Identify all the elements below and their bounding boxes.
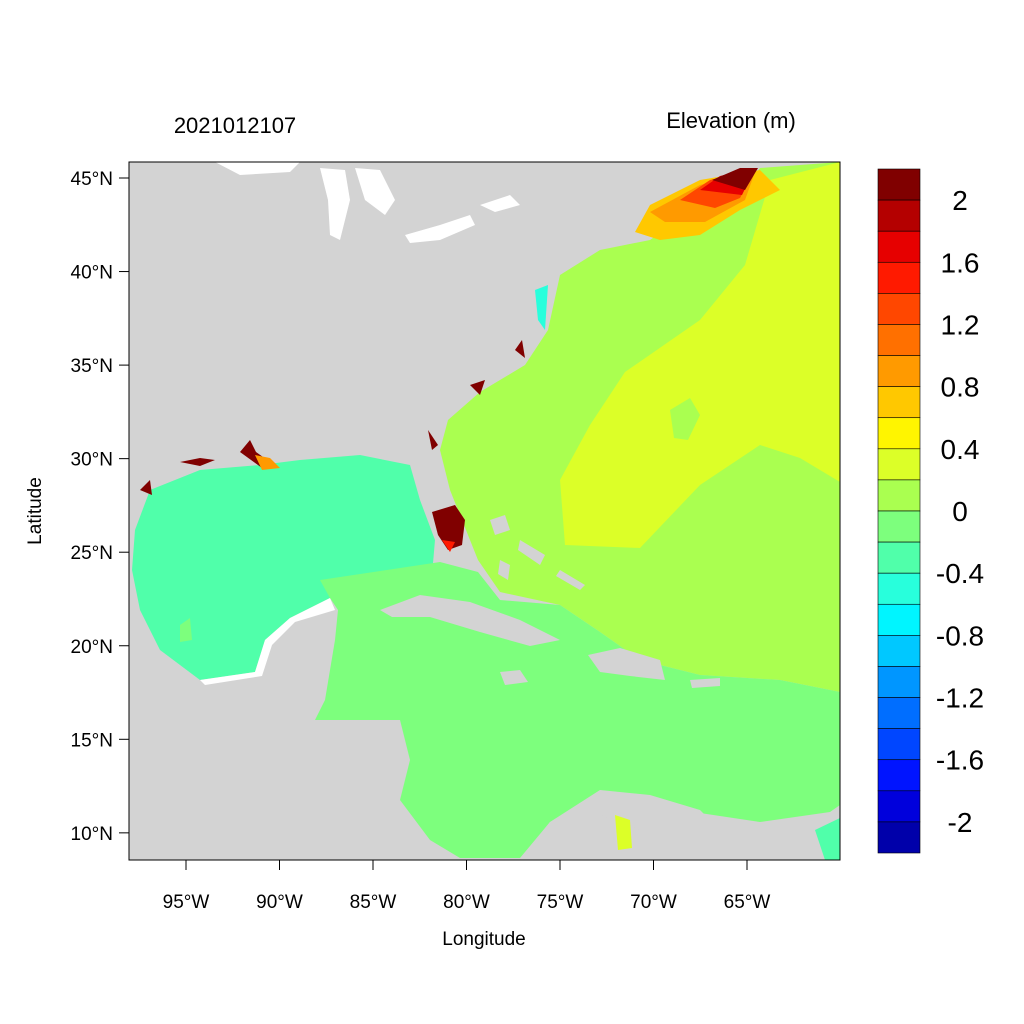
colorbar-bin (877, 510, 921, 543)
chart-title: Elevation (m) (666, 108, 796, 133)
y-tick-label: 10°N (71, 824, 113, 845)
colorbar-bin (877, 603, 921, 636)
y-tick-label: 45°N (71, 169, 113, 190)
map-area (129, 162, 840, 860)
y-tick-label: 20°N (71, 637, 113, 658)
colorbar-bin (877, 355, 921, 387)
great-lakes (215, 162, 520, 243)
colorbar-label: -0.8 (936, 620, 984, 651)
x-tick-label: 80°W (443, 892, 490, 913)
colorbar-label: 0.8 (941, 372, 980, 403)
x-tick-label: 70°W (630, 892, 677, 913)
colorbar-label: -1.2 (936, 683, 984, 714)
colorbar-label: 0 (952, 496, 968, 527)
colorbar-label: 0.4 (941, 434, 980, 465)
colorbar: 2 1.6 1.2 0.8 0.4 0 -0.4 -0.8 -1.2 -1.6 -2 (877, 168, 984, 854)
colorbar-bin (877, 479, 921, 512)
plot-frame (128, 161, 841, 861)
x-axis-label: Longitude (442, 929, 525, 950)
y-tick-label: 30°N (71, 450, 113, 471)
colorbar-bin (877, 790, 921, 823)
x-tick-label: 85°W (350, 892, 397, 913)
x-tick-label: 90°W (256, 892, 303, 913)
colorbar-bin (877, 728, 921, 761)
colorbar-bin (877, 386, 921, 419)
colorbar-bin (877, 572, 921, 605)
x-tick-label: 95°W (163, 892, 210, 913)
x-tick-label: 65°W (724, 892, 771, 913)
x-tick-label: 75°W (537, 892, 584, 913)
y-tick-label: 25°N (71, 543, 113, 564)
colorbar-bin (877, 324, 921, 356)
colorbar-label: -1.6 (936, 745, 984, 776)
timestamp-label: 2021012107 (174, 113, 296, 138)
islands (380, 515, 720, 860)
y-axis: 45°N 40°N 35°N 30°N 25°N 20°N 15°N 10°N (71, 169, 129, 845)
gulf-of-mexico (132, 455, 435, 680)
colorbar-bin (877, 168, 921, 201)
colorbar-label: 1.2 (941, 309, 980, 340)
x-axis: 95°W 90°W 85°W 80°W 75°W 70°W 65°W (163, 860, 771, 913)
colorbar-bin (877, 293, 921, 325)
colorbar-label: 2 (952, 185, 968, 216)
colorbar-label: 1.6 (941, 247, 980, 278)
colorbar-label: -0.4 (936, 558, 984, 589)
colorbar-bin (877, 448, 921, 481)
colorbar-bin (877, 635, 921, 667)
y-tick-label: 35°N (71, 356, 113, 377)
colorbar-bin (877, 821, 921, 854)
colorbar-bin (877, 199, 921, 232)
colorbar-bin (877, 541, 921, 574)
florida-surge (432, 505, 465, 550)
colorbar-bin (877, 417, 921, 450)
colorbar-bin (877, 697, 921, 729)
colorbar-bin (877, 666, 921, 698)
atlantic-high-zone (560, 162, 840, 548)
colorbar-bin (877, 759, 921, 792)
colorbar-label: -2 (948, 807, 973, 838)
y-tick-label: 15°N (71, 730, 113, 751)
atlantic-low-patch (670, 398, 700, 440)
y-tick-label: 40°N (71, 263, 113, 284)
y-axis-label: Latitude (25, 477, 46, 545)
colorbar-bin (877, 230, 921, 263)
caribbean-sea (315, 562, 840, 858)
colorbar-bin (877, 261, 921, 294)
